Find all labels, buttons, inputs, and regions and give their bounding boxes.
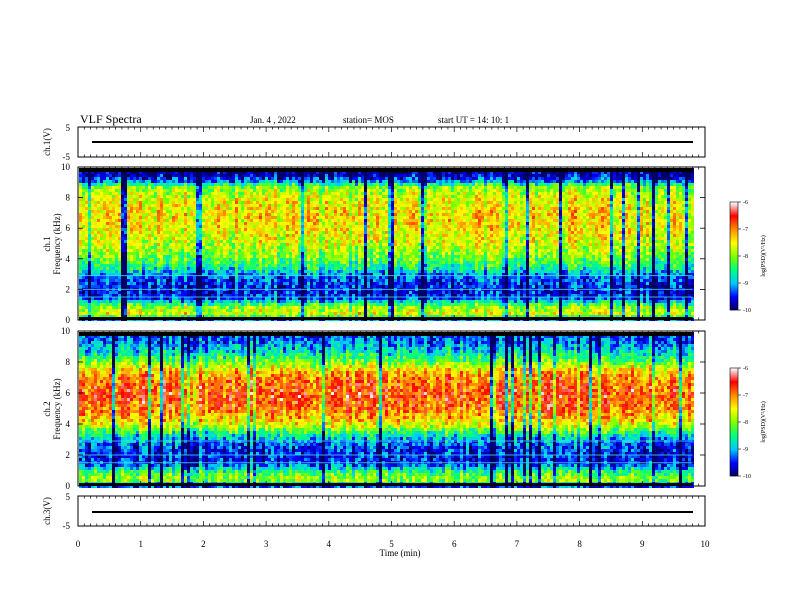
colorbar-tick-label: -10 — [743, 474, 751, 480]
x-axis-label: Time (min) — [380, 548, 421, 558]
x-tick-label: 3 — [264, 539, 269, 549]
ch3-voltage-ylabel: ch.3(V) — [42, 497, 52, 525]
colorbar-tick-label: -7 — [743, 393, 748, 399]
ch1-ytick-neg5: -5 — [63, 152, 71, 162]
freq-tick-label: 6 — [66, 388, 71, 398]
x-tick-label: 5 — [389, 539, 394, 549]
freq-tick-label: 6 — [66, 223, 71, 233]
freq-tick-label: 2 — [66, 284, 71, 294]
ch3-ytick-neg5: -5 — [63, 521, 71, 531]
start-time-label: start UT = 14: 10: 1 — [438, 115, 509, 125]
ch1-ylabel-frequency: Frequency (kHz) — [52, 213, 62, 274]
ch2-colorbar: -6 -7 -8 -9 -10 log(PSD)(V²/Hz) — [729, 366, 767, 480]
ch2-spectrogram-image — [79, 332, 694, 488]
x-tick-label: 10 — [701, 539, 711, 549]
ch1-voltage-ylabel: ch.1(V) — [42, 128, 52, 156]
colorbar-tick-label: -9 — [743, 281, 748, 287]
freq-tick-label: 10 — [61, 162, 71, 172]
ch2-ylabel-frequency: Frequency (kHz) — [52, 378, 62, 439]
freq-tick-label: 4 — [66, 419, 71, 429]
colorbar-tick-label: -6 — [743, 200, 748, 206]
ch2-ylabel-channel: ch.2 — [42, 401, 52, 416]
ch1-ylabel-channel: ch.1 — [42, 236, 52, 251]
date-label: Jan. 4 , 2022 — [250, 115, 296, 125]
ch3-ytick-5: 5 — [66, 492, 71, 502]
colorbar-label: log(PSD)(V²/Hz) — [760, 401, 767, 442]
x-tick-label: 1 — [138, 539, 143, 549]
x-tick-label: 0 — [76, 539, 81, 549]
figure-title: VLF Spectra — [80, 112, 142, 126]
colorbar-tick-label: -9 — [743, 447, 748, 453]
freq-tick-label: 0 — [66, 315, 71, 325]
freq-tick-label: 8 — [66, 193, 71, 203]
colorbar-tick-label: -8 — [743, 254, 748, 260]
x-tick-label: 8 — [577, 539, 582, 549]
colorbar-tick-label: -7 — [743, 227, 748, 233]
freq-tick-label: 8 — [66, 357, 71, 367]
ch1-colorbar: -6 -7 -8 -9 -10 log(PSD)(V²/Hz) — [729, 200, 767, 314]
colorbar-label: log(PSD)(V²/Hz) — [760, 235, 767, 276]
x-tick-label: 2 — [201, 539, 206, 549]
freq-tick-label: 4 — [66, 254, 71, 264]
x-tick-label: 9 — [640, 539, 645, 549]
freq-tick-label: 2 — [66, 450, 71, 460]
freq-tick-label: 0 — [66, 481, 71, 491]
colorbar-tick-label: -8 — [743, 420, 748, 426]
colorbar-tick-label: -6 — [743, 366, 748, 372]
ch1-ytick-5: 5 — [66, 123, 71, 133]
station-label: station= MOS — [343, 115, 394, 125]
x-tick-label: 7 — [515, 539, 520, 549]
colorbar-tick-label: -10 — [743, 308, 751, 314]
x-tick-label: 4 — [327, 539, 332, 549]
x-tick-label: 6 — [452, 539, 457, 549]
freq-tick-label: 10 — [61, 326, 71, 336]
ch1-spectrogram-image — [79, 168, 694, 321]
